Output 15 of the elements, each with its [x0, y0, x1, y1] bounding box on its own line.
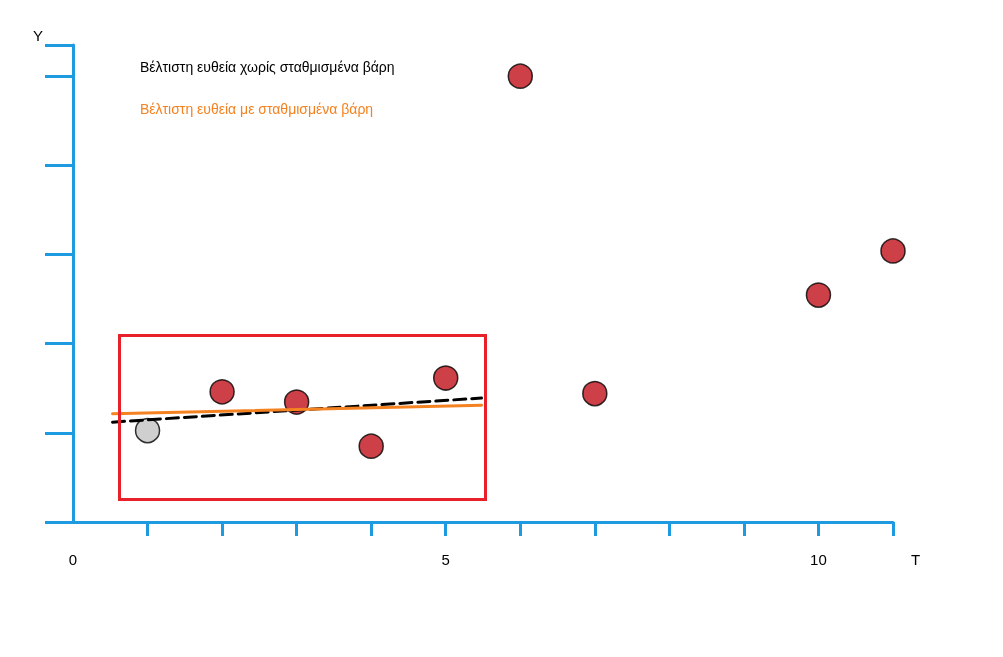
point [433, 365, 459, 391]
x-tick-label: 0 [68, 551, 78, 568]
point [358, 433, 384, 459]
point [582, 380, 608, 407]
point [880, 238, 906, 264]
point [507, 63, 534, 89]
point [134, 417, 161, 444]
text: Βέλτιστη ευθεία με σταθμισμένα βάρη [140, 101, 374, 117]
x-tick-label: 10 [810, 551, 827, 568]
point [209, 379, 235, 405]
x-tick-label: 5 [441, 551, 450, 568]
text: Βέλτιστη ευθεία χωρίς σταθμισμένα βάρη [140, 59, 395, 75]
point [805, 282, 832, 308]
x-axis-title: T [911, 551, 921, 568]
y-axis-title: Y [32, 27, 43, 44]
